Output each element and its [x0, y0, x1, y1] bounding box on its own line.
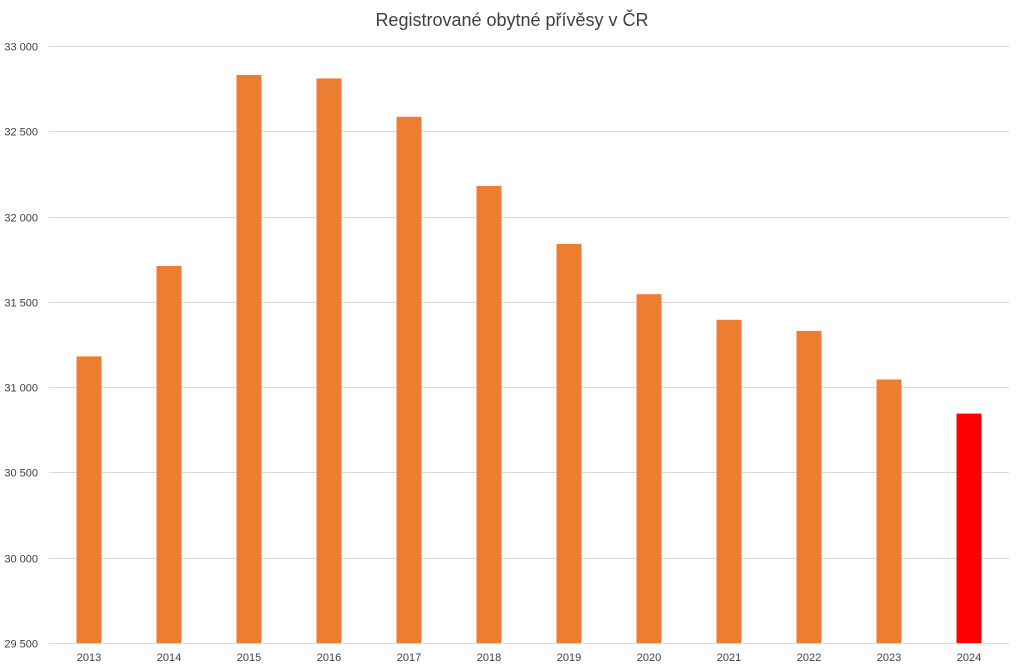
x-tick-label: 2018 — [477, 652, 501, 664]
y-tick-label: 30 500 — [4, 468, 38, 480]
chart-title: Registrované obytné přívěsy v ČR — [375, 9, 648, 30]
y-tick-label: 31 000 — [4, 383, 38, 395]
bar-2018 — [476, 185, 502, 643]
y-axis-tick-labels: 29 500 30 000 30 500 31 000 31 500 32 000 32 5… — [4, 42, 38, 651]
y-tick-label: 30 000 — [4, 554, 38, 566]
bar-2015 — [236, 75, 262, 643]
x-tick-label: 2016 — [317, 652, 341, 664]
gridlines — [49, 46, 1009, 644]
y-tick-label: 32 500 — [4, 127, 38, 139]
x-tick-label: 2023 — [877, 652, 901, 664]
y-tick-label: 32 000 — [4, 213, 38, 225]
bar-2021 — [716, 319, 742, 643]
x-tick-label: 2020 — [637, 652, 661, 664]
bar-2020 — [636, 294, 662, 643]
x-tick-label: 2014 — [157, 652, 181, 664]
x-tick-label: 2019 — [557, 652, 581, 664]
bar-2024 — [956, 413, 982, 643]
x-tick-label: 2022 — [797, 652, 821, 664]
y-tick-label: 31 500 — [4, 298, 38, 310]
bar-2023 — [876, 379, 902, 643]
bar-2022 — [796, 330, 822, 643]
bar-2016 — [316, 78, 342, 643]
bar-2013 — [76, 356, 102, 643]
bar-2019 — [556, 243, 582, 643]
x-tick-label: 2013 — [77, 652, 101, 664]
y-tick-label: 29 500 — [4, 639, 38, 651]
x-axis-tick-labels: 2013 2014 2015 2016 2017 2018 2019 2020 2021 2022… — [77, 652, 981, 664]
x-tick-label: 2021 — [717, 652, 741, 664]
y-tick-label: 33 000 — [4, 42, 38, 54]
bars — [76, 75, 982, 644]
x-tick-label: 2015 — [237, 652, 261, 664]
x-tick-label: 2017 — [397, 652, 421, 664]
x-tick-label: 2024 — [957, 652, 981, 664]
bar-2014 — [156, 266, 182, 643]
bar-2017 — [396, 116, 422, 644]
